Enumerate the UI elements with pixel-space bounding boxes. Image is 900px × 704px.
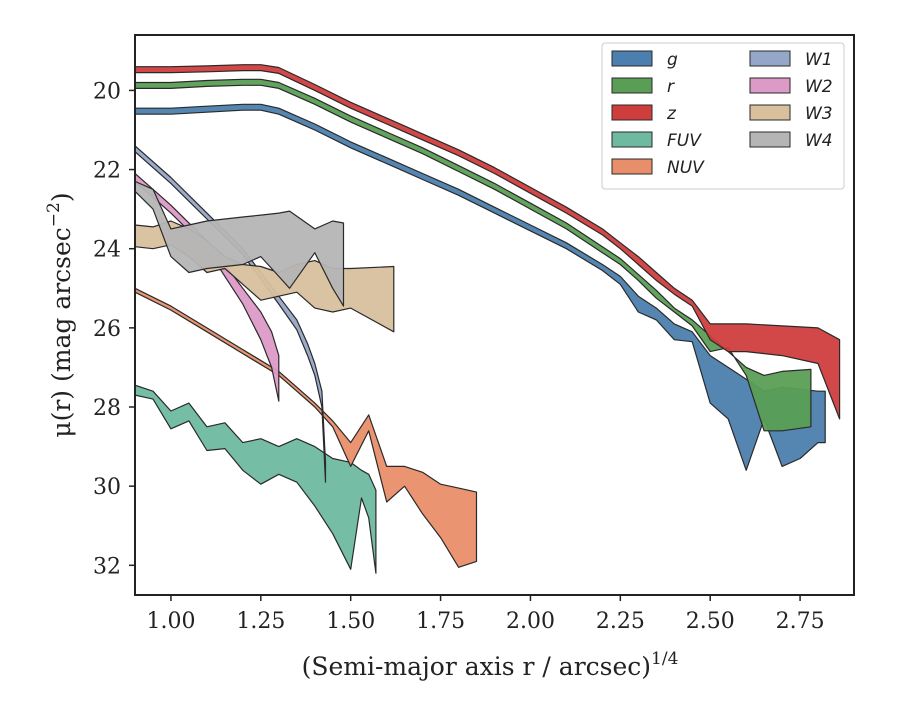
x-tick-label: 1.75 [416,609,465,634]
x-tick-label: 1.00 [146,609,195,634]
legend-label-w1: W1 [805,50,833,70]
y-tick-label: 22 [93,159,121,184]
y-tick-label: 20 [93,79,121,104]
y-tick-label: 28 [93,396,121,421]
series-band-z [135,64,841,420]
legend-label-w3: W3 [805,104,833,124]
legend-swatch-w4 [749,131,791,148]
legend-label-fuv: FUV [667,131,702,151]
y-axis-label: μ(r) (mag arcsec−2) [44,192,76,437]
legend-swatch-r [611,77,653,94]
series-band-r [135,78,812,432]
series-band-g [135,103,826,471]
y-tick-label: 26 [93,317,121,342]
legend: grz FUV NUV W1 W2 W3 W4 [601,42,845,190]
x-tick-label: 1.50 [326,609,375,634]
series-band-fuv [135,384,377,574]
legend-swatch-w2 [749,77,791,94]
x-tick-label: 2.00 [506,609,555,634]
legend-swatch-nuv [611,158,653,175]
x-tick-label: 2.50 [686,609,735,634]
legend-label-w4: W4 [805,131,833,151]
x-axis-label: (Semi-major axis r / arcsec)1/4 [302,649,679,681]
legend-label-g: g [667,50,678,70]
x-tick-label: 1.25 [236,609,285,634]
x-tick-label: 2.25 [596,609,645,634]
legend-label-w2: W2 [805,77,833,97]
legend-swatch-g [611,50,653,67]
plot-area [135,64,841,574]
legend-swatch-fuv [611,131,653,148]
y-tick-label: 24 [93,238,121,263]
legend-swatch-w3 [749,104,791,121]
axis-ticks: 1.00 1.25 1.50 1.75 2.00 2.25 2.50 2.75 20 22 24 26… [93,79,825,634]
legend-swatch-z [611,104,653,121]
legend-label-nuv: NUV [667,158,705,178]
series-band-w4 [135,180,345,307]
y-tick-label: 32 [93,554,121,579]
x-tick-label: 2.75 [776,609,825,634]
legend-swatch-w1 [749,50,791,67]
y-tick-label: 30 [93,475,121,500]
legend-label-r: r [667,77,675,97]
plot-frame [134,34,855,596]
legend-label-z: z [666,104,677,124]
series-band-nuv [135,287,478,568]
